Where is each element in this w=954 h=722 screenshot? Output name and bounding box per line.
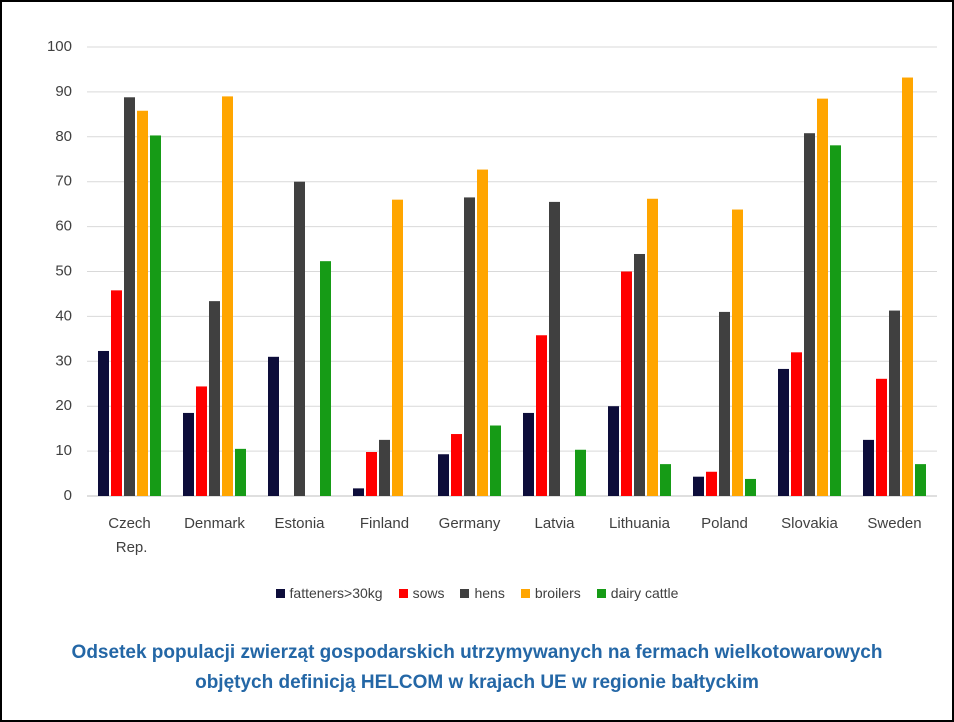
legend-swatch	[520, 588, 530, 598]
legend-item: broilers	[520, 585, 581, 601]
bar	[124, 97, 135, 497]
y-tick-label: 70	[55, 173, 72, 190]
x-tick-label: Germany	[439, 515, 501, 532]
legend-label: hens	[474, 585, 505, 601]
x-tick-label: Denmark	[184, 515, 245, 532]
legend-swatch	[460, 588, 470, 598]
y-tick-label: 50	[55, 262, 72, 279]
bar	[549, 201, 560, 496]
bar	[451, 434, 462, 496]
y-tick-label: 40	[55, 307, 72, 324]
legend: fatteners>30kg sows hens broilers dairy catt…	[2, 585, 952, 601]
y-tick-label: 0	[64, 487, 72, 504]
legend-item: fatteners>30kg	[275, 585, 383, 601]
x-tick-label: Estonia	[274, 515, 325, 532]
x-tick-label: Poland	[701, 515, 748, 532]
bar	[608, 406, 619, 496]
bar	[111, 290, 122, 496]
bar	[392, 199, 403, 496]
legend-swatch	[275, 588, 285, 598]
bar	[732, 209, 743, 496]
y-tick-label: 10	[55, 442, 72, 459]
legend-label: sows	[412, 585, 445, 601]
legend-item: hens	[460, 585, 505, 601]
y-tick-label: 100	[47, 38, 72, 55]
bar	[693, 476, 704, 496]
bar	[490, 425, 501, 496]
bar	[915, 464, 926, 496]
bar	[183, 412, 194, 496]
bar	[575, 449, 586, 496]
bar	[464, 197, 475, 497]
bar	[235, 448, 246, 496]
bar	[804, 133, 815, 496]
legend-item: sows	[398, 585, 445, 601]
bar	[150, 135, 161, 496]
bar	[268, 356, 279, 496]
bar	[137, 110, 148, 497]
bar	[294, 181, 305, 496]
bar	[320, 261, 331, 496]
legend-label: fatteners>30kg	[289, 585, 383, 601]
bar	[379, 439, 390, 496]
bar	[366, 451, 377, 496]
legend-label: broilers	[534, 585, 581, 601]
bar	[222, 96, 233, 496]
bar	[706, 471, 717, 496]
bar	[621, 271, 632, 496]
y-tick-label: 80	[55, 128, 72, 145]
chart-title: Odsetek populacji zwierząt gospodarskich…	[71, 642, 883, 693]
bar	[523, 412, 534, 496]
legend-swatch	[398, 588, 408, 598]
bar	[902, 77, 913, 497]
bar	[745, 478, 756, 496]
y-tick-label: 20	[55, 397, 72, 414]
y-tick-label: 60	[55, 218, 72, 235]
x-tick-label: Latvia	[534, 515, 575, 532]
y-tick-label: 90	[55, 83, 72, 100]
bar	[438, 454, 449, 496]
bar	[889, 310, 900, 496]
x-tick-label: Slovakia	[781, 515, 838, 532]
bar	[196, 386, 207, 496]
bar	[647, 198, 658, 496]
bar	[817, 98, 828, 496]
bar	[477, 169, 488, 496]
bar	[791, 352, 802, 496]
legend-item: dairy cattle	[596, 585, 679, 601]
legend-label: dairy cattle	[610, 585, 679, 601]
bar	[353, 488, 364, 496]
bar	[830, 145, 841, 496]
bar	[876, 378, 887, 496]
bar	[660, 464, 671, 496]
x-tick-label: Czech Rep.	[108, 515, 151, 556]
bar	[634, 253, 645, 496]
legend-swatch	[596, 588, 606, 598]
x-tick-label: Sweden	[867, 515, 921, 532]
bar	[536, 335, 547, 496]
bar	[719, 311, 730, 496]
bar	[863, 439, 874, 496]
x-tick-label: Lithuania	[609, 515, 671, 532]
bar	[98, 350, 109, 496]
y-tick-label: 30	[55, 352, 72, 369]
bar	[778, 368, 789, 496]
bar	[209, 301, 220, 496]
x-tick-label: Finland	[360, 515, 409, 532]
